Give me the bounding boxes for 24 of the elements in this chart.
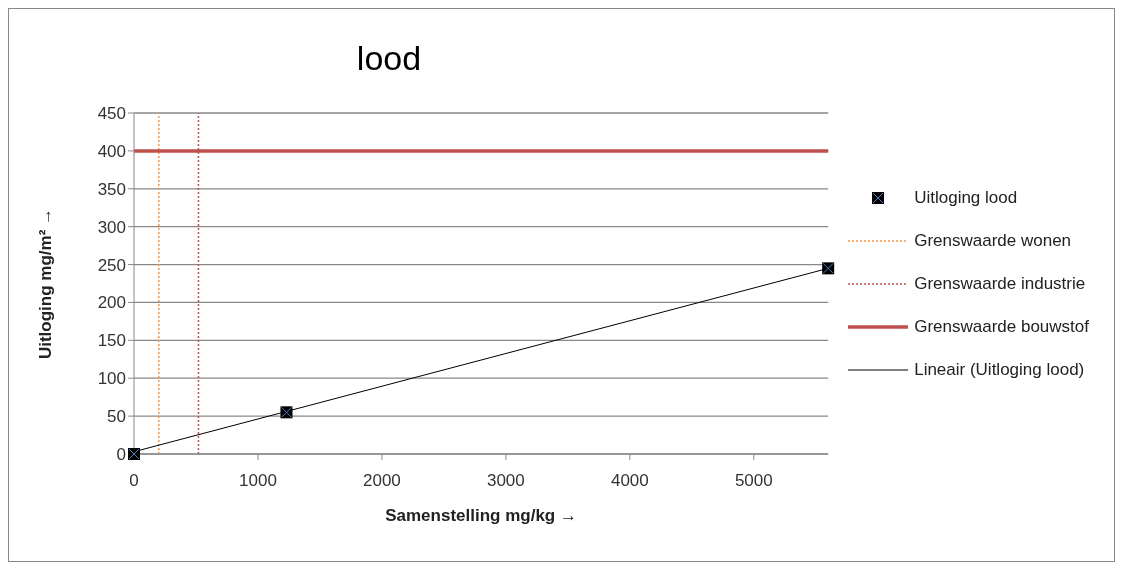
legend-label: Uitloging lood [914,188,1018,208]
y-tick-label: 100 [97,369,126,389]
y-tick-label: 350 [97,179,126,199]
y-tick-label: 450 [97,104,126,124]
y-tick-label: 200 [97,293,126,313]
y-tick-label: 250 [97,255,126,275]
x-tick-label: 2000 [363,471,401,491]
y-tick-label: 400 [97,141,126,161]
legend-label: Grenswaarde bouwstof [914,317,1089,337]
x-axis-title: Samenstelling mg/kg → [385,506,577,525]
x-tick-label: 5000 [734,471,773,491]
y-tick-label: 0 [116,445,126,465]
y-axis-title: Uitloging mg/m² → [36,207,55,360]
legend-label: Grenswaarde wonen [914,231,1072,251]
x-tick-label: 1000 [239,471,277,491]
x-tick-label: 0 [129,471,139,491]
y-tick-label: 150 [97,331,126,351]
legend-label: Lineair (Uitloging lood) [914,360,1085,380]
chart-title: lood [355,39,423,78]
legend-label: Grenswaarde industrie [914,274,1086,294]
y-tick-label: 300 [97,217,126,237]
x-tick-label: 4000 [610,471,649,491]
x-tick-label: 3000 [486,471,525,491]
y-tick-label: 50 [107,407,126,427]
